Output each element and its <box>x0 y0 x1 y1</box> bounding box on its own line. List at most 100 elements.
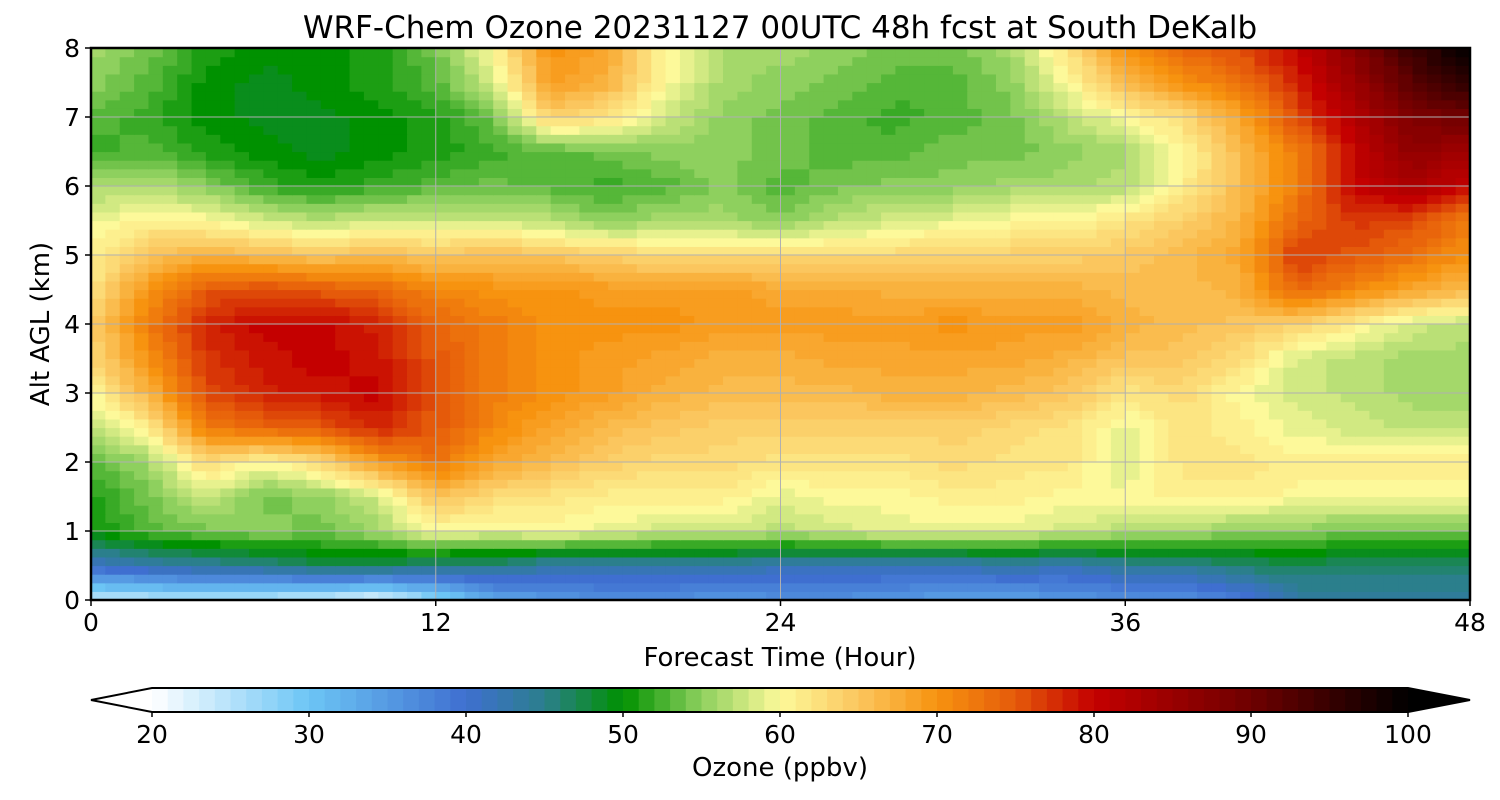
heatmap-cell <box>205 151 221 161</box>
heatmap-cell <box>1110 272 1126 282</box>
heatmap-cell <box>521 582 537 592</box>
heatmap-cell <box>651 298 667 308</box>
heatmap-cell <box>766 220 782 230</box>
heatmap-cell <box>493 168 509 178</box>
heatmap-cell <box>249 556 264 567</box>
heatmap-cell <box>723 177 738 187</box>
heatmap-cell <box>91 531 106 541</box>
heatmap-cell <box>723 341 738 351</box>
heatmap-cell <box>349 496 365 506</box>
heatmap-cell <box>1254 177 1270 187</box>
heatmap-cell <box>1311 168 1327 178</box>
heatmap-cell <box>306 177 322 187</box>
heatmap-cell <box>1369 203 1385 213</box>
heatmap-cell <box>349 315 365 325</box>
heatmap-cell <box>723 470 738 480</box>
heatmap-cell <box>622 496 638 506</box>
heatmap-cell <box>1240 393 1256 403</box>
heatmap-cell <box>1426 220 1442 230</box>
heatmap-cell <box>679 418 695 429</box>
heatmap-cell <box>967 237 983 247</box>
heatmap-cell <box>521 522 537 532</box>
heatmap-cell <box>191 462 207 472</box>
heatmap-cell <box>794 289 810 299</box>
heatmap-cell <box>91 168 106 178</box>
heatmap-cell <box>823 177 839 187</box>
heatmap-cell <box>938 556 954 567</box>
heatmap-cell <box>277 229 293 239</box>
heatmap-cell <box>1441 505 1457 515</box>
heatmap-cell <box>148 272 164 282</box>
heatmap-cell <box>550 436 566 446</box>
heatmap-cell <box>407 393 422 403</box>
heatmap-cell <box>1369 151 1385 161</box>
heatmap-cell <box>967 548 983 558</box>
heatmap-cell <box>622 349 638 360</box>
heatmap-cell <box>665 487 681 498</box>
heatmap-cell <box>1168 280 1184 291</box>
heatmap-cell <box>335 505 351 515</box>
heatmap-cell <box>967 168 983 178</box>
heatmap-cell <box>981 151 997 161</box>
heatmap-cell <box>852 487 868 498</box>
heatmap-cell <box>909 168 925 178</box>
heatmap-cell <box>737 444 753 454</box>
heatmap-cell <box>277 462 293 472</box>
heatmap-cell <box>263 453 279 463</box>
heatmap-cell <box>148 462 164 472</box>
heatmap-cell <box>938 393 954 403</box>
heatmap-cell <box>507 306 523 316</box>
heatmap-cell <box>1039 246 1055 256</box>
heatmap-cell <box>378 237 394 247</box>
heatmap-cell <box>881 548 897 558</box>
heatmap-cell <box>1441 324 1457 334</box>
heatmap-cell <box>1053 186 1069 196</box>
heatmap-cell <box>809 237 825 247</box>
heatmap-cell <box>335 410 351 420</box>
heatmap-cell <box>593 349 609 360</box>
heatmap-cell <box>234 255 250 265</box>
heatmap-cell <box>105 237 121 247</box>
heatmap-cell <box>679 531 695 541</box>
heatmap-cell <box>938 548 954 558</box>
heatmap-cell <box>651 324 667 334</box>
heatmap-cell <box>1355 168 1371 178</box>
heatmap-cell <box>1441 229 1457 239</box>
heatmap-cell <box>263 229 279 239</box>
heatmap-cell <box>909 410 925 420</box>
heatmap-cell <box>852 203 868 213</box>
heatmap-cell <box>622 211 638 222</box>
heatmap-cell <box>565 229 580 239</box>
heatmap-cell <box>1067 349 1083 360</box>
heatmap-cell <box>737 194 753 204</box>
heatmap-cell <box>1225 229 1241 239</box>
heatmap-cell <box>306 453 322 463</box>
heatmap-cell <box>349 263 365 273</box>
heatmap-cell <box>1340 556 1356 567</box>
heatmap-cell <box>723 393 738 403</box>
heatmap-cell <box>105 462 121 472</box>
heatmap-cell <box>780 358 796 368</box>
heatmap-cell <box>694 324 710 334</box>
heatmap-cell <box>148 194 164 204</box>
heatmap-cell <box>536 393 552 403</box>
heatmap-cell <box>1398 332 1414 342</box>
heatmap-cell <box>91 539 106 549</box>
heatmap-cell <box>881 151 897 161</box>
heatmap-cell <box>1283 358 1299 368</box>
heatmap-cell <box>866 280 882 291</box>
heatmap-cell <box>1153 168 1169 178</box>
heatmap-cell <box>967 211 983 222</box>
heatmap-cell <box>1139 255 1155 265</box>
heatmap-cell <box>1096 444 1112 454</box>
heatmap-cell <box>464 160 480 170</box>
heatmap-cell <box>1455 384 1470 394</box>
heatmap-cell <box>220 496 236 506</box>
heatmap-cell <box>1398 522 1414 532</box>
heatmap-cell <box>651 487 667 498</box>
heatmap-cell <box>191 565 207 575</box>
heatmap-cell <box>995 505 1011 515</box>
heatmap-cell <box>995 151 1011 161</box>
heatmap-cell <box>694 487 710 498</box>
